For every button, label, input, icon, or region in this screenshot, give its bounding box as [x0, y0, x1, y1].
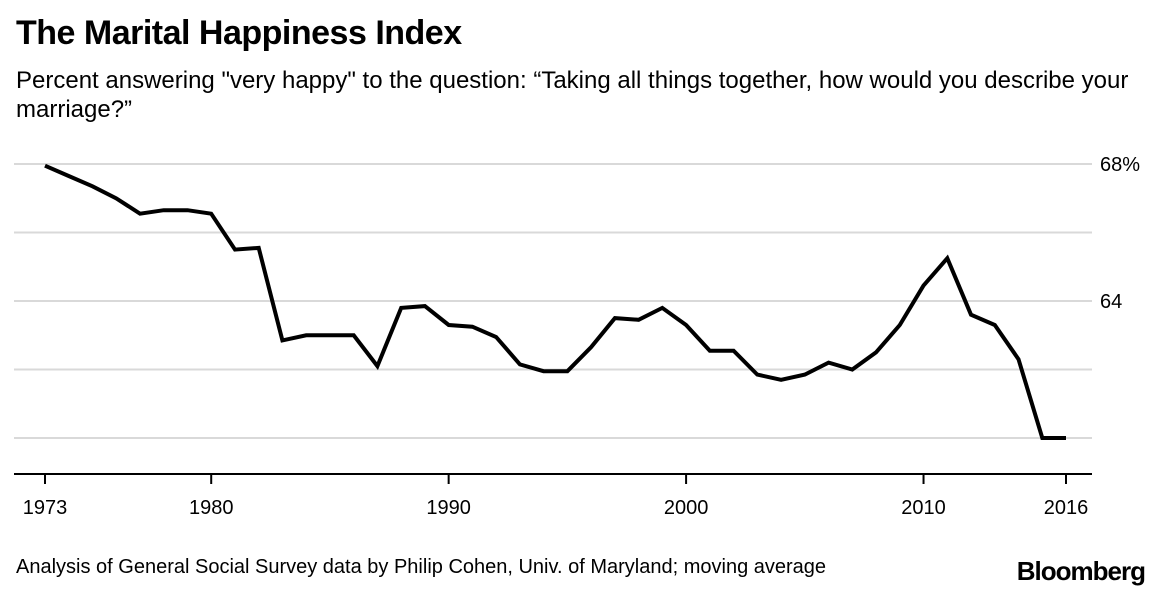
x-tick-label-2010: 2010: [901, 497, 946, 519]
series-line-0: [44, 163, 1066, 440]
source-note: Analysis of General Social Survey data b…: [16, 556, 827, 578]
gridlines: [14, 163, 1092, 439]
x-tick-label-1990: 1990: [426, 497, 471, 519]
x-tick-label-2016: 2016: [1044, 497, 1089, 519]
chart-title: The Marital Happiness Index: [16, 14, 462, 52]
x-axis: [14, 473, 1092, 484]
x-tick-label-2000: 2000: [664, 497, 709, 519]
y-tick-label-68: 68%: [1100, 154, 1140, 176]
x-tick-label-1980: 1980: [189, 497, 234, 519]
series-group: [44, 163, 1066, 440]
y-tick-label-64: 64: [1100, 291, 1122, 313]
chart-subtitle: Percent answering "very happy" to the qu…: [16, 67, 1129, 123]
x-tick-label-1973: 1973: [23, 497, 68, 519]
bloomberg-logo: Bloomberg: [1016, 556, 1146, 586]
tick-labels: 1973 1980 1990 2000 2010 2016 68% 64: [23, 154, 1140, 519]
